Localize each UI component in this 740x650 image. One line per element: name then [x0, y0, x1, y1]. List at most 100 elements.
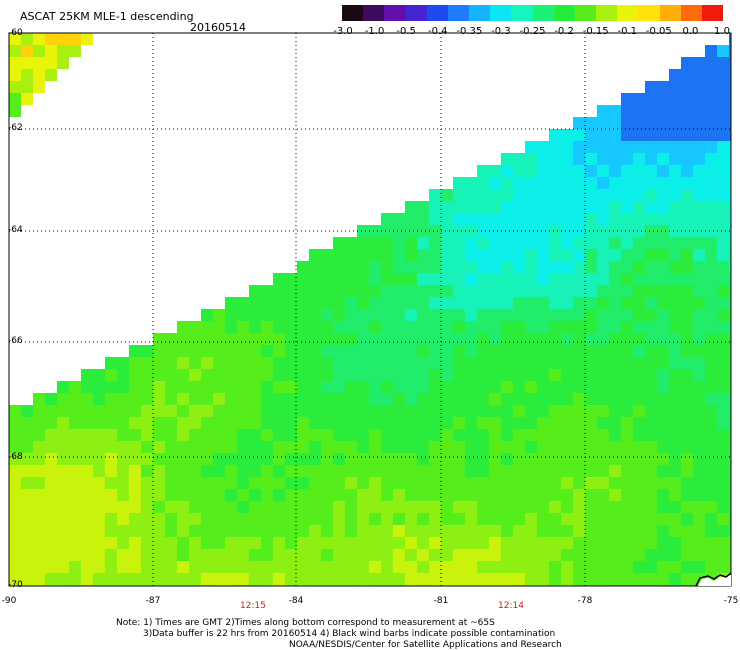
- data-cell: [297, 345, 309, 357]
- data-cell: [513, 237, 525, 249]
- data-cell: [453, 321, 465, 333]
- coastline: [695, 572, 732, 587]
- data-cell: [285, 561, 297, 573]
- data-cell: [657, 273, 669, 285]
- data-cell: [453, 237, 465, 249]
- data-cell: [477, 237, 489, 249]
- data-cell: [297, 477, 309, 489]
- data-cell: [345, 465, 357, 477]
- data-cell: [645, 105, 657, 117]
- data-cell: [117, 549, 129, 561]
- data-cell: [81, 33, 93, 45]
- data-cell: [333, 429, 345, 441]
- data-cell: [321, 513, 333, 525]
- data-cell: [621, 249, 633, 261]
- colorbar-swatch: [405, 5, 427, 21]
- data-cell: [441, 381, 453, 393]
- data-cell: [609, 117, 621, 129]
- data-cell: [597, 381, 609, 393]
- data-cell: [165, 453, 177, 465]
- data-cell: [441, 261, 453, 273]
- data-cell: [345, 285, 357, 297]
- data-cell: [621, 453, 633, 465]
- data-cell: [237, 453, 249, 465]
- data-cell: [369, 333, 381, 345]
- data-cell: [561, 489, 573, 501]
- data-cell: [669, 105, 681, 117]
- data-cell: [621, 273, 633, 285]
- data-cell: [573, 489, 585, 501]
- data-cell: [21, 429, 33, 441]
- data-cell: [633, 573, 645, 585]
- data-cell: [609, 213, 621, 225]
- data-cell: [57, 453, 69, 465]
- data-cell: [417, 561, 429, 573]
- data-cell: [561, 189, 573, 201]
- data-cell: [501, 309, 513, 321]
- data-cell: [33, 441, 45, 453]
- data-cell: [429, 357, 441, 369]
- data-cell: [45, 465, 57, 477]
- data-cell: [45, 537, 57, 549]
- data-cell: [585, 393, 597, 405]
- data-cell: [609, 273, 621, 285]
- data-cell: [573, 501, 585, 513]
- data-cell: [501, 477, 513, 489]
- data-cell: [645, 537, 657, 549]
- data-cell: [45, 525, 57, 537]
- data-cell: [549, 249, 561, 261]
- data-cell: [93, 441, 105, 453]
- data-cell: [489, 501, 501, 513]
- data-cell: [489, 417, 501, 429]
- data-cell: [477, 501, 489, 513]
- data-cell: [213, 309, 225, 321]
- data-cell: [717, 357, 729, 369]
- data-cell: [345, 357, 357, 369]
- data-cell: [285, 273, 297, 285]
- data-cell: [465, 261, 477, 273]
- data-cell: [717, 309, 729, 321]
- data-cell: [345, 345, 357, 357]
- data-cell: [525, 357, 537, 369]
- lat-label-70: -70: [8, 580, 23, 590]
- data-cell: [597, 105, 609, 117]
- data-cell: [369, 561, 381, 573]
- data-cell: [297, 405, 309, 417]
- data-cell: [537, 453, 549, 465]
- data-cell: [357, 429, 369, 441]
- data-cell: [225, 369, 237, 381]
- data-cell: [621, 429, 633, 441]
- data-cell: [177, 537, 189, 549]
- data-cell: [513, 213, 525, 225]
- data-cell: [381, 309, 393, 321]
- data-cell: [333, 345, 345, 357]
- data-cell: [417, 357, 429, 369]
- data-cell: [153, 501, 165, 513]
- data-cell: [693, 213, 705, 225]
- data-cell: [393, 369, 405, 381]
- data-cell: [393, 477, 405, 489]
- data-cell: [117, 381, 129, 393]
- data-cell: [657, 549, 669, 561]
- data-cell: [501, 297, 513, 309]
- lon-label-90: -90: [1, 596, 17, 606]
- data-cell: [633, 153, 645, 165]
- data-cell: [729, 393, 731, 405]
- data-cell: [705, 429, 717, 441]
- data-cell: [489, 369, 501, 381]
- data-cell: [597, 345, 609, 357]
- data-cell: [405, 549, 417, 561]
- data-cell: [93, 525, 105, 537]
- data-cell: [213, 561, 225, 573]
- data-cell: [273, 405, 285, 417]
- data-cell: [297, 501, 309, 513]
- data-cell: [633, 273, 645, 285]
- data-cell: [645, 417, 657, 429]
- data-cell: [201, 345, 213, 357]
- data-cell: [489, 573, 501, 585]
- data-cell: [645, 189, 657, 201]
- colorbar-tick-label: -0.15: [582, 26, 609, 37]
- data-cell: [537, 501, 549, 513]
- data-cell: [525, 393, 537, 405]
- data-cell: [21, 405, 33, 417]
